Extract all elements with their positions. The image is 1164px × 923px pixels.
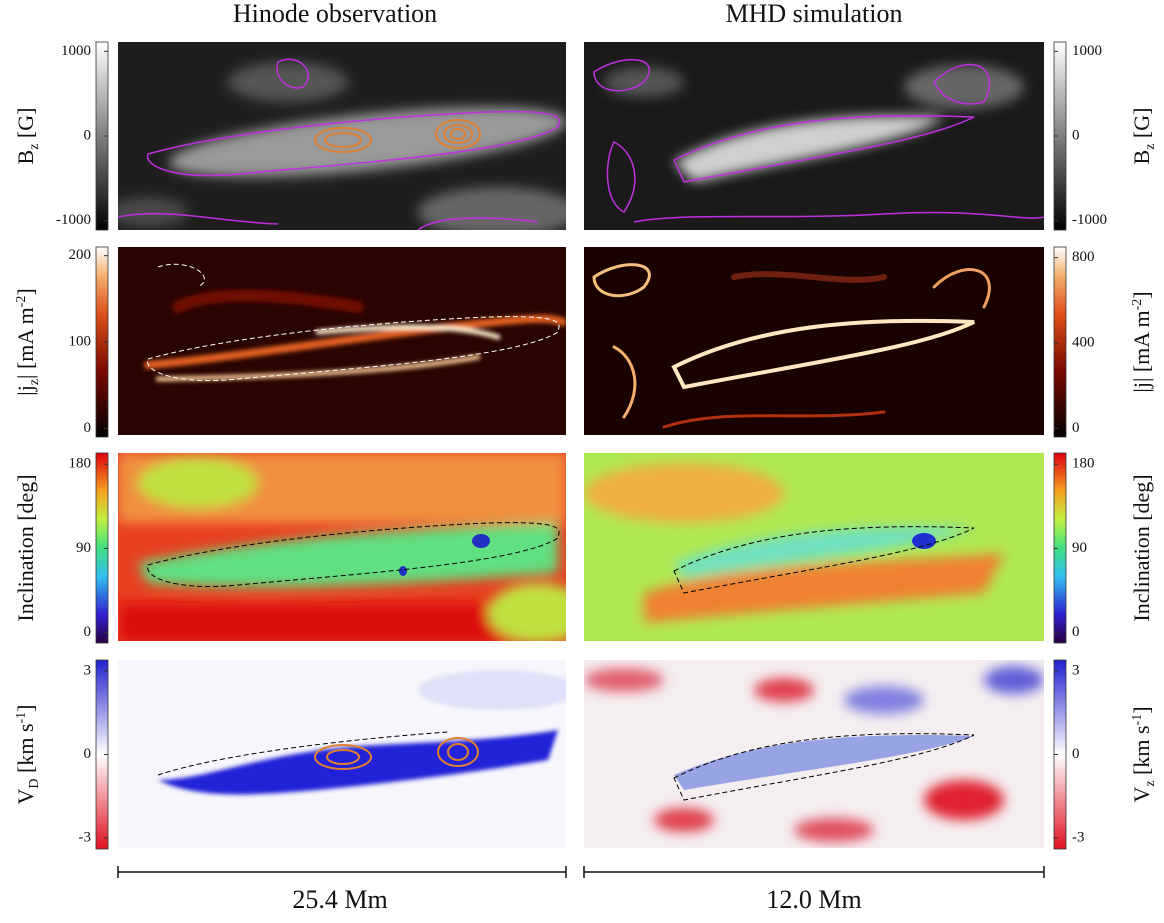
label-part: D [27, 778, 42, 788]
tick-label: 400 [1072, 335, 1095, 351]
row-label: VD [km s-1] [13, 704, 42, 804]
label-part: Inclination [deg] [13, 474, 38, 621]
row-label: Inclination [deg] [13, 474, 38, 621]
column-titles: Hinode observation MHD simulation [233, 0, 903, 28]
row-label: Inclination [deg] [1129, 474, 1154, 621]
label-part: -2 [1130, 299, 1145, 311]
panel-image [118, 247, 566, 437]
label-part: ] [1129, 706, 1154, 713]
tick-label: -3 [79, 829, 92, 845]
label-part: -1 [14, 712, 29, 724]
column-title: MHD simulation [726, 0, 903, 28]
column-title: Hinode observation [233, 0, 437, 28]
label-part: Inclination [deg] [1129, 474, 1154, 621]
panel-image [584, 453, 1044, 643]
label-part: | [mA m [13, 307, 38, 379]
panel-image [584, 660, 1044, 849]
scale-bars [118, 866, 1044, 878]
row-label: |jz| [mA m-2] [13, 288, 42, 395]
row-label: Bz [G] [1129, 108, 1158, 165]
tick-label: 0 [84, 420, 92, 436]
label-part: [G] [13, 108, 38, 144]
label-part: ] [13, 288, 38, 295]
label-part: B [13, 150, 38, 165]
tick-label: 3 [84, 663, 92, 679]
tick-label: -3 [1072, 829, 1085, 845]
label-part: V [1129, 787, 1154, 803]
label-part: ] [1129, 291, 1154, 298]
label-part: -2 [14, 296, 29, 308]
tick-label: 200 [69, 247, 92, 263]
tick-label: 1000 [61, 43, 91, 59]
scale-label: 25.4 Mm [292, 885, 387, 914]
tick-label: 100 [69, 333, 92, 349]
tick-label: 0 [84, 624, 92, 640]
panel-image [584, 247, 1044, 437]
tick-label: 0 [84, 746, 92, 762]
label-part: |j| [mA m [1129, 310, 1154, 392]
tick-label: 0 [1072, 127, 1080, 143]
tick-label: 0 [84, 127, 92, 143]
scale-label: 12.0 Mm [766, 885, 861, 914]
label-part: ] [13, 704, 38, 711]
tick-label: -1000 [56, 212, 91, 228]
tick-label: 180 [1072, 456, 1095, 472]
tick-label: -1000 [1072, 212, 1107, 228]
tick-label: 90 [1072, 540, 1087, 556]
tick-label: 0 [1072, 420, 1080, 436]
tick-label: 800 [1072, 249, 1095, 265]
figure: Hinode observation MHD simulation 25.4 M… [0, 0, 1164, 918]
label-part: [km s [1129, 725, 1154, 780]
label-part: B [1129, 150, 1154, 165]
label-part: -1 [1130, 714, 1145, 726]
row-label: Bz [G] [13, 108, 42, 165]
tick-label: 0 [1072, 624, 1080, 640]
panel-image [584, 42, 1044, 230]
tick-label: 0 [1072, 746, 1080, 762]
label-part: V [13, 789, 38, 805]
label-part: |j [13, 385, 38, 396]
row-label: |j| [mA m-2] [1129, 291, 1154, 392]
panel-image [118, 660, 578, 849]
panel-image [108, 42, 578, 237]
tick-label: 1000 [1072, 43, 1102, 59]
row-label: Vz [km s-1] [1129, 706, 1158, 802]
label-part: [km s [13, 723, 38, 778]
colorbar [1054, 247, 1066, 437]
tick-label: 90 [76, 540, 91, 556]
tick-label: 3 [1072, 663, 1080, 679]
tick-label: 180 [69, 456, 92, 472]
label-part: [G] [1129, 108, 1154, 144]
panel-image [118, 453, 588, 643]
